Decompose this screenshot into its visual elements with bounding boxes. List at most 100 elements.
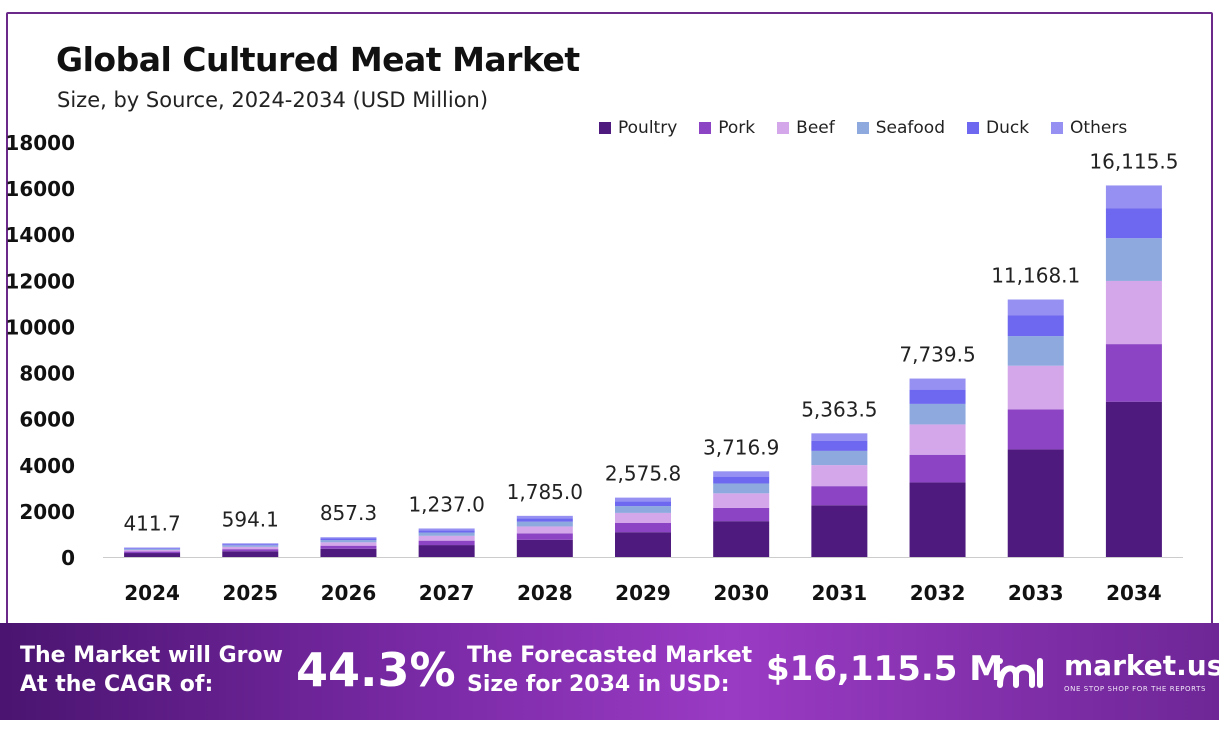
footer-banner: The Market will Grow At the CAGR of: 44.…: [0, 623, 1219, 720]
y-tick-label: 2000: [19, 500, 75, 524]
legend-item-pork: Pork: [699, 118, 755, 138]
cagr-label: The Market will Grow At the CAGR of:: [20, 641, 283, 699]
bar-segment-poultry: [222, 551, 279, 557]
forecast-label-line-1: The Forecasted Market: [467, 643, 753, 668]
legend-item-others: Others: [1051, 118, 1127, 138]
legend-swatch-others: [1051, 122, 1064, 134]
bar-segment-duck: [222, 544, 279, 546]
bar-segment-duck: [909, 389, 966, 404]
bar-total-label: 411.7: [123, 512, 180, 536]
bar-segment-poultry: [909, 482, 966, 557]
legend-swatch-seafood: [856, 122, 869, 134]
bar-segment-seafood: [615, 506, 671, 513]
bar-segment-seafood: [713, 483, 770, 494]
legend-label-poultry: Poultry: [618, 118, 678, 138]
bar-segment-pork: [418, 540, 475, 546]
chart-subtitle: Size, by Source, 2024-2034 (USD Million): [57, 88, 489, 112]
legend-swatch-poultry: [599, 122, 611, 134]
bar-segment-duck: [418, 530, 475, 533]
forecast-label: The Forecasted Market Size for 2034 in U…: [467, 641, 752, 699]
bar-segment-pork: [615, 522, 671, 533]
bar-segment-beef: [615, 512, 671, 523]
brand-name: market.us: [1064, 649, 1219, 682]
bar-total-label: 11,168.1: [991, 264, 1080, 288]
bar-segment-seafood: [418, 532, 475, 536]
legend-label-pork: Pork: [718, 118, 756, 138]
x-tick-label: 2029: [615, 581, 671, 605]
bar-segment-seafood: [222, 545, 279, 547]
x-tick-label: 2025: [222, 581, 278, 605]
bar-segment-poultry: [418, 545, 475, 557]
x-tick-label: 2031: [812, 581, 868, 605]
legend-item-seafood: Seafood: [856, 118, 945, 138]
bar-segment-others: [1007, 299, 1064, 316]
bar-segment-poultry: [320, 548, 377, 557]
bar-segment-duck: [1105, 208, 1162, 239]
y-tick-label: 6000: [19, 408, 75, 432]
bar-segment-pork: [124, 551, 181, 554]
bar-segment-poultry: [516, 539, 573, 557]
bar-total-label: 1,785.0: [507, 480, 583, 504]
forecast-value: $16,115.5 M: [766, 649, 1004, 689]
bar-segment-pork: [516, 533, 573, 540]
bar-segment-beef: [124, 549, 181, 552]
market-us-logo-icon: [997, 658, 1043, 688]
y-tick-label: 10000: [5, 315, 75, 339]
legend-item-beef: Beef: [777, 118, 835, 138]
legend-item-poultry: Poultry: [599, 118, 677, 138]
x-tick-label: 2028: [517, 581, 573, 605]
bar-segment-beef: [320, 542, 377, 546]
bar-segment-poultry: [124, 553, 181, 557]
bar-segment-seafood: [1007, 336, 1064, 366]
bar-segment-pork: [320, 545, 377, 549]
bar-total-label: 594.1: [222, 507, 279, 531]
x-tick-label: 2026: [321, 581, 377, 605]
legend-swatch-pork: [699, 122, 712, 134]
x-tick-label: 2027: [419, 581, 475, 605]
bar-segment-beef: [1007, 365, 1064, 410]
bar-segment-duck: [811, 441, 868, 451]
x-tick-label: 2030: [713, 581, 769, 605]
bar-segment-pork: [1105, 344, 1162, 402]
bar-segment-pork: [1007, 409, 1064, 450]
bar-segment-poultry: [811, 505, 868, 557]
bar-segment-beef: [418, 535, 475, 541]
bar-segment-duck: [615, 501, 671, 507]
bar-segment-others: [222, 543, 279, 545]
y-tick-label: 18000: [5, 131, 75, 155]
y-tick-label: 16000: [5, 177, 75, 201]
chart-legend: Poultry Pork Beef Seafood Duck Others: [599, 118, 1127, 138]
x-tick-label: 2034: [1106, 581, 1162, 605]
bar-segment-poultry: [1007, 449, 1064, 557]
cagr-value: 44.3%: [296, 643, 456, 697]
legend-label-duck: Duck: [985, 118, 1030, 138]
bar-segment-beef: [909, 424, 966, 455]
y-tick-label: 0: [61, 546, 75, 570]
brand-logo[interactable]: market.us ONE STOP SHOP FOR THE REPORTS: [994, 645, 1219, 705]
bar-segment-duck: [124, 548, 181, 549]
bar-segment-duck: [320, 538, 377, 541]
legend-label-beef: Beef: [796, 118, 835, 138]
bar-segment-beef: [811, 465, 868, 487]
legend-label-seafood: Seafood: [875, 118, 945, 138]
bar-segment-seafood: [516, 521, 573, 527]
bar-total-label: 1,237.0: [408, 492, 484, 516]
bar-segment-beef: [713, 493, 770, 508]
bar-total-label: 7,739.5: [899, 343, 975, 367]
bar-segment-seafood: [124, 548, 181, 550]
bar-segment-seafood: [811, 450, 868, 466]
bar-segment-others: [418, 528, 475, 531]
bar-segment-others: [811, 433, 868, 442]
brand-tagline: ONE STOP SHOP FOR THE REPORTS: [1064, 685, 1207, 693]
bar-segment-others: [124, 547, 181, 549]
bar-segment-duck: [1007, 315, 1064, 337]
legend-swatch-beef: [777, 122, 790, 134]
cagr-label-line-2: At the CAGR of:: [20, 672, 214, 697]
bar-segment-others: [516, 515, 573, 519]
y-tick-label: 4000: [19, 454, 75, 478]
cagr-label-line-1: The Market will Grow: [20, 643, 283, 668]
bar-total-label: 3,716.9: [703, 435, 779, 459]
legend-item-duck: Duck: [966, 118, 1030, 138]
y-tick-label: 8000: [19, 362, 75, 386]
stacked-bar-chart: 0 2000 4000 6000 8000 10000 12000 14000 16000 180…: [5, 131, 1183, 605]
